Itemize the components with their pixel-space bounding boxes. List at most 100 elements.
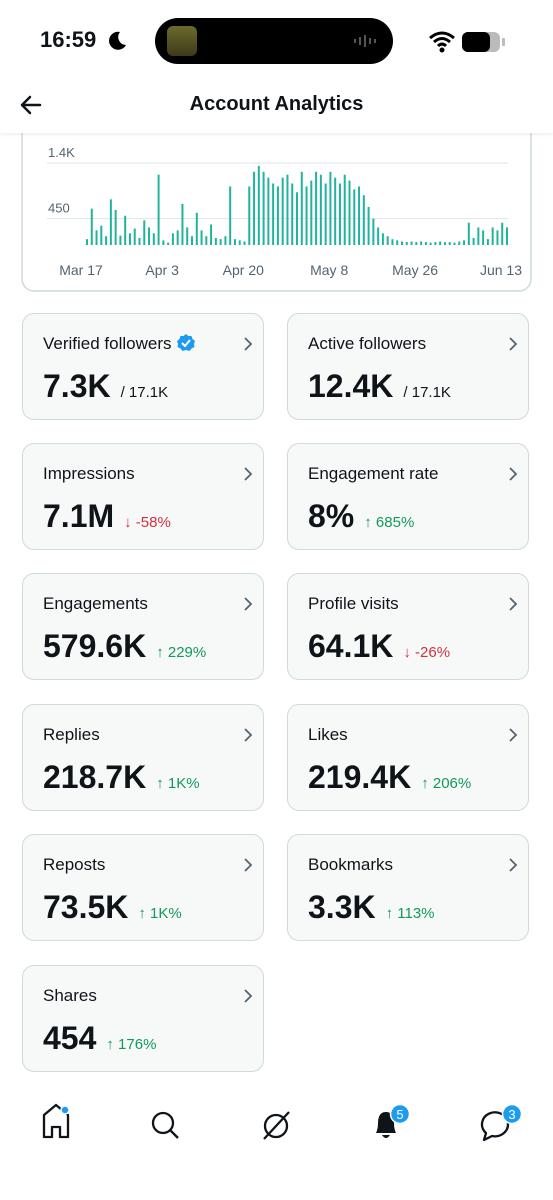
- bar: [353, 189, 356, 245]
- stat-card[interactable]: Bookmarks 3.3K ↑ 113%: [287, 834, 529, 941]
- bar: [291, 183, 294, 245]
- chart-area: 450 1.4K Mar 17 Apr 3 Apr 20 May 8 May 26 Jun 1…: [21, 109, 532, 292]
- stat-value-text: 64.1K: [308, 628, 394, 664]
- stat-change: ↓ -26%: [403, 644, 451, 661]
- bar: [310, 180, 313, 245]
- bar: [262, 171, 265, 245]
- bar: [181, 204, 184, 245]
- stat-value: 579.6K ↑ 229%: [43, 628, 206, 665]
- grok-tab[interactable]: [263, 1111, 290, 1140]
- bar: [162, 240, 165, 245]
- bar: [372, 218, 375, 245]
- stat-value-text: 579.6K: [43, 628, 147, 664]
- bar: [210, 224, 213, 245]
- bar: [176, 230, 179, 245]
- bar: [443, 242, 446, 245]
- bar: [267, 177, 270, 245]
- bar: [477, 227, 480, 245]
- bar: [496, 230, 499, 245]
- bar: [286, 174, 289, 245]
- bar: [324, 183, 327, 245]
- bar: [439, 241, 442, 245]
- stat-label-text: Impressions: [43, 464, 135, 483]
- status-time: 16:59: [40, 27, 97, 52]
- verified-badge: [176, 334, 195, 351]
- bar: [128, 233, 131, 245]
- stat-card[interactable]: Reposts 73.5K ↑ 1K%: [22, 834, 264, 941]
- stat-card[interactable]: Engagement rate 8% ↑ 685%: [287, 443, 529, 550]
- bar: [434, 242, 437, 245]
- stat-label-text: Engagement rate: [308, 464, 439, 483]
- stat-card[interactable]: Active followers 12.4K / 17.1K: [287, 313, 529, 420]
- stat-value-text: 8%: [308, 498, 355, 534]
- bar: [367, 206, 370, 245]
- bar: [467, 222, 470, 245]
- stat-card[interactable]: Replies 218.7K ↑ 1K%: [22, 704, 264, 811]
- bar: [205, 236, 208, 245]
- stat-label: Bookmarks: [308, 855, 393, 875]
- bar: [224, 236, 227, 245]
- stat-card[interactable]: Engagements 579.6K ↑ 229%: [22, 573, 264, 680]
- stat-label: Engagement rate: [308, 464, 438, 484]
- bar: [415, 242, 418, 245]
- bar: [448, 242, 451, 245]
- back-button[interactable]: [18, 94, 44, 116]
- bar: [171, 233, 174, 245]
- bar: [386, 236, 389, 245]
- home-dot: [60, 1105, 70, 1115]
- bar: [334, 177, 337, 245]
- bar: [482, 230, 485, 245]
- chevron-path: [244, 597, 253, 611]
- stat-label-text: Active followers: [308, 334, 427, 353]
- bar: [119, 235, 122, 245]
- bar: [186, 227, 189, 245]
- bar: [463, 240, 466, 245]
- stat-card[interactable]: Likes 219.4K ↑ 206%: [287, 704, 529, 811]
- bar: [401, 241, 403, 245]
- notifications-badge: 5: [396, 1107, 403, 1122]
- x-tick-label: Apr 20: [223, 262, 264, 278]
- stat-label: Active followers: [308, 334, 426, 354]
- bar: [148, 227, 151, 245]
- chevron-path: [244, 858, 253, 872]
- bar: [167, 242, 170, 245]
- chevron-path: [244, 467, 253, 481]
- chevron-path: [509, 728, 518, 742]
- stat-card[interactable]: Shares 454 ↑ 176%: [22, 965, 264, 1072]
- bar: [272, 183, 275, 245]
- stat-label-text: Shares: [43, 986, 97, 1005]
- bar: [157, 174, 160, 245]
- moon-icon: [109, 31, 126, 50]
- stat-value: 454 ↑ 176%: [43, 1020, 156, 1057]
- stat-value: 12.4K / 17.1K: [308, 368, 451, 405]
- stat-label-text: Replies: [43, 725, 100, 744]
- search-tab[interactable]: [151, 1111, 179, 1139]
- bar: [214, 237, 217, 245]
- bar: [472, 237, 475, 245]
- stat-change: ↑ 206%: [421, 775, 472, 792]
- stat-change: ↑ 229%: [156, 644, 207, 661]
- header: Account Analytics: [0, 75, 553, 133]
- bar: [491, 227, 494, 245]
- stat-label-text: Reposts: [43, 855, 106, 874]
- bar: [391, 239, 394, 245]
- stat-card[interactable]: Profile visits 64.1K ↓ -26%: [287, 573, 529, 680]
- bar: [429, 242, 432, 245]
- bar: [343, 174, 346, 245]
- stat-card[interactable]: Verified followers 7.3K / 17.1K: [22, 313, 264, 420]
- bar: [396, 240, 399, 245]
- badge: [389, 1103, 411, 1125]
- stat-label-text: Engagements: [43, 594, 148, 613]
- bar: [152, 233, 155, 245]
- chevron-path: [244, 989, 253, 1003]
- stat-card[interactable]: Impressions 7.1M ↓ -58%: [22, 443, 264, 550]
- chevron: [244, 728, 253, 742]
- bar: [420, 241, 423, 245]
- chevron: [244, 597, 253, 611]
- chevron: [244, 989, 253, 1003]
- stat-label-text: Likes: [308, 725, 348, 744]
- bar: [257, 165, 260, 245]
- bar: [300, 171, 303, 245]
- bar: [238, 240, 241, 245]
